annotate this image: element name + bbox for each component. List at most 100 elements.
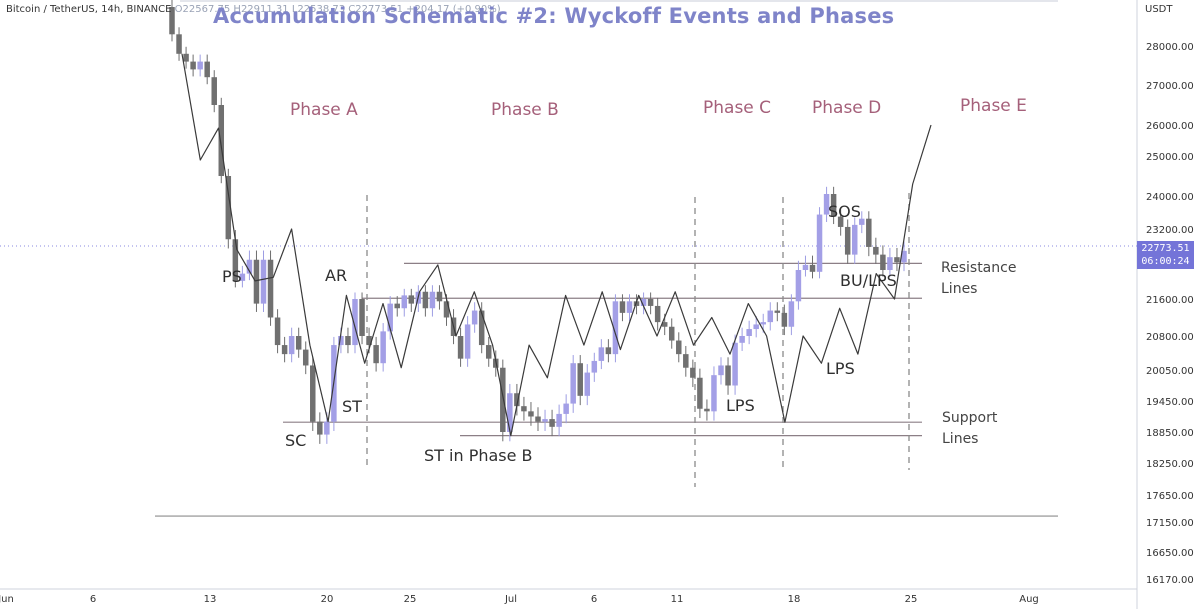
candle-body bbox=[732, 342, 738, 386]
price-tick-label: 19450.00 bbox=[1146, 397, 1194, 408]
event-bu-lps: BU/LPS bbox=[840, 271, 897, 290]
candle-body bbox=[844, 226, 851, 255]
candle-body bbox=[676, 340, 682, 355]
candle-body bbox=[887, 257, 893, 270]
event-sos: SOS bbox=[828, 202, 861, 221]
candle-body bbox=[288, 336, 295, 355]
candle-body bbox=[746, 329, 752, 336]
candle-body bbox=[408, 295, 415, 304]
candle-body bbox=[697, 377, 703, 409]
candle-body bbox=[542, 419, 548, 422]
candle-body bbox=[901, 250, 907, 263]
candle-body bbox=[894, 257, 900, 263]
candle-body bbox=[478, 310, 485, 346]
candle-body bbox=[359, 299, 365, 336]
candle-body bbox=[781, 312, 788, 327]
currency-label[interactable]: USDT bbox=[1145, 4, 1173, 15]
candle-body bbox=[401, 295, 408, 309]
price-tick-label: 21600.00 bbox=[1146, 295, 1194, 306]
event-ps: PS bbox=[222, 267, 242, 286]
time-tick-label: 20 bbox=[321, 594, 334, 605]
phase-a-label: Phase A bbox=[290, 100, 358, 120]
candle-body bbox=[183, 53, 189, 62]
phase-d-label: Phase D bbox=[812, 98, 882, 118]
candle-body bbox=[232, 239, 239, 281]
candle-body bbox=[204, 61, 210, 78]
candle-body bbox=[380, 331, 386, 364]
candle-body bbox=[211, 77, 217, 105]
candle-body bbox=[880, 254, 886, 270]
candle-body bbox=[605, 347, 612, 355]
candle-body bbox=[239, 273, 246, 281]
price-tick-label: 18850.00 bbox=[1146, 428, 1194, 439]
candle-body bbox=[549, 419, 555, 427]
candle-body bbox=[774, 310, 781, 313]
candle-body bbox=[584, 372, 591, 396]
candle-body bbox=[190, 61, 196, 70]
candle-body bbox=[225, 176, 232, 240]
candle-body bbox=[535, 416, 541, 422]
price-tick-label: 16170.00 bbox=[1146, 575, 1194, 586]
time-tick-label: 11 bbox=[671, 594, 684, 605]
time-tick-label: 25 bbox=[905, 594, 918, 605]
candle-body bbox=[345, 336, 351, 346]
time-tick-label: Jul bbox=[504, 594, 517, 605]
candle-body bbox=[626, 301, 633, 313]
price-tick-label: 20800.00 bbox=[1146, 332, 1194, 343]
resistance-lines-label: Resistance Lines bbox=[941, 258, 1016, 300]
candle-body bbox=[514, 393, 520, 407]
candle-body bbox=[690, 367, 696, 378]
schematic-path bbox=[181, 53, 932, 437]
candle-body bbox=[767, 310, 774, 323]
candle-body bbox=[563, 403, 569, 414]
candle-body bbox=[851, 224, 858, 255]
candle-body bbox=[640, 299, 647, 306]
candle-body bbox=[704, 408, 710, 412]
event-ar: AR bbox=[325, 266, 348, 285]
time-tick-label: 6 bbox=[90, 594, 96, 605]
current-price-tag: 22773.51 06:00:24 bbox=[1137, 241, 1194, 269]
candle-body bbox=[873, 246, 879, 255]
candle-body bbox=[317, 421, 323, 435]
candle-body bbox=[816, 214, 823, 272]
candle-body bbox=[500, 367, 506, 432]
price-tick-label: 17150.00 bbox=[1146, 518, 1194, 529]
candle-body bbox=[169, 7, 175, 35]
support-lines-label: Support Lines bbox=[942, 408, 997, 450]
candle-body bbox=[830, 194, 837, 217]
candle-body bbox=[647, 299, 654, 306]
candle-body bbox=[654, 305, 661, 323]
resistance-label-line-2: Lines bbox=[941, 281, 978, 297]
candle-body bbox=[823, 194, 830, 215]
candle-body bbox=[788, 301, 795, 327]
event-lps-phase-c: LPS bbox=[726, 396, 755, 415]
candle-body bbox=[338, 336, 344, 346]
price-tick-label: 26000.00 bbox=[1146, 121, 1194, 132]
candle-body bbox=[528, 411, 534, 417]
price-tick-label: 25000.00 bbox=[1146, 152, 1194, 163]
time-tick-label: 6 bbox=[591, 594, 597, 605]
event-st: ST bbox=[342, 397, 362, 416]
phase-b-label: Phase B bbox=[491, 100, 559, 120]
candle-body bbox=[295, 336, 302, 350]
price-tick-label: 18250.00 bbox=[1146, 459, 1194, 470]
candle-body bbox=[218, 105, 225, 176]
candle-body bbox=[598, 347, 605, 361]
time-tick-label: Jun bbox=[0, 594, 14, 605]
support-label-line-2: Lines bbox=[942, 431, 979, 447]
event-sc: SC bbox=[285, 431, 307, 450]
resistance-label-line-1: Resistance bbox=[941, 260, 1017, 276]
candle-body bbox=[197, 61, 203, 70]
current-price-value: 22773.51 bbox=[1141, 243, 1190, 254]
candle-body bbox=[837, 216, 844, 227]
candle-body bbox=[711, 375, 717, 412]
candle-body bbox=[387, 303, 393, 332]
price-tick-label: 24000.00 bbox=[1146, 192, 1194, 203]
candle-body bbox=[760, 322, 766, 325]
candle-body bbox=[683, 354, 689, 368]
symbol-info: Bitcoin / TetherUS, 14h, BINANCE O22567.… bbox=[6, 4, 501, 15]
candle-body bbox=[464, 324, 471, 359]
price-tick-label: 23200.00 bbox=[1146, 225, 1194, 236]
